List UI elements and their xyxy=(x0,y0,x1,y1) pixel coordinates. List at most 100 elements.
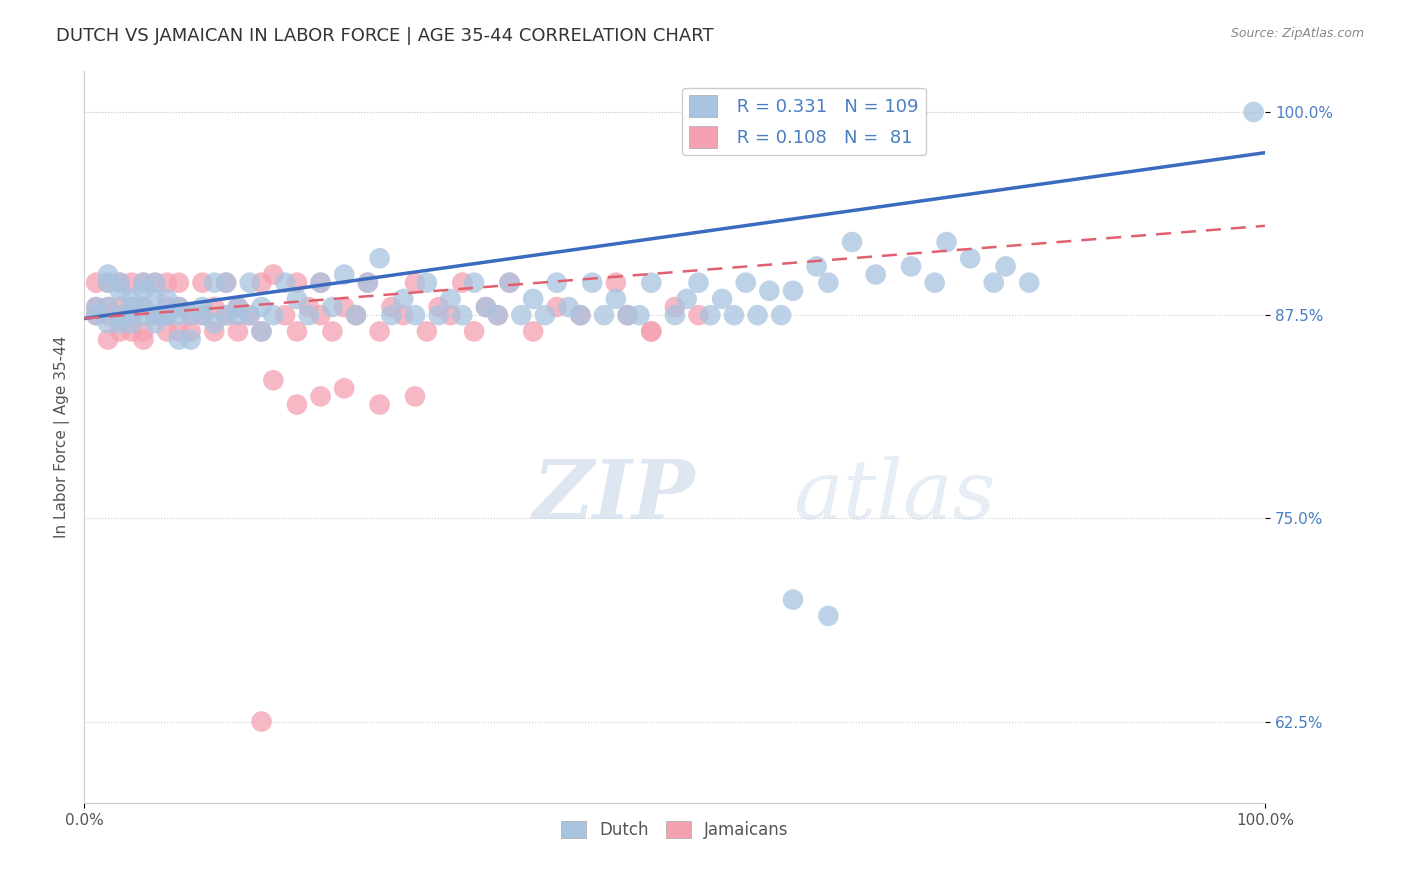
Point xyxy=(156,308,179,322)
Point xyxy=(994,260,1017,274)
Point xyxy=(333,268,356,282)
Point xyxy=(97,268,120,282)
Point xyxy=(262,373,284,387)
Point xyxy=(156,308,179,322)
Point xyxy=(239,308,262,322)
Point xyxy=(404,389,426,403)
Point xyxy=(108,308,131,322)
Point xyxy=(132,333,155,347)
Point xyxy=(132,300,155,314)
Point xyxy=(498,276,520,290)
Point xyxy=(404,308,426,322)
Point xyxy=(344,308,367,322)
Point xyxy=(782,284,804,298)
Point xyxy=(581,276,603,290)
Point xyxy=(191,300,214,314)
Point xyxy=(534,308,557,322)
Point xyxy=(475,300,498,314)
Point xyxy=(439,308,461,322)
Point xyxy=(97,300,120,314)
Point xyxy=(569,308,592,322)
Point xyxy=(368,325,391,339)
Point xyxy=(404,276,426,290)
Point xyxy=(616,308,638,322)
Point xyxy=(250,325,273,339)
Point xyxy=(333,300,356,314)
Point xyxy=(357,276,380,290)
Point xyxy=(628,308,651,322)
Point xyxy=(274,308,297,322)
Point xyxy=(191,276,214,290)
Point xyxy=(167,308,190,322)
Point xyxy=(156,325,179,339)
Point xyxy=(97,333,120,347)
Point xyxy=(156,308,179,322)
Point xyxy=(510,308,533,322)
Point xyxy=(298,300,321,314)
Point xyxy=(250,325,273,339)
Point xyxy=(285,325,308,339)
Point xyxy=(285,276,308,290)
Point xyxy=(226,308,249,322)
Point xyxy=(640,276,662,290)
Point xyxy=(226,300,249,314)
Point xyxy=(451,308,474,322)
Point xyxy=(675,292,697,306)
Point xyxy=(368,398,391,412)
Point xyxy=(498,276,520,290)
Point xyxy=(84,300,107,314)
Point xyxy=(569,308,592,322)
Point xyxy=(309,276,332,290)
Point xyxy=(202,325,225,339)
Point xyxy=(298,308,321,322)
Point xyxy=(121,276,143,290)
Point xyxy=(688,308,710,322)
Text: DUTCH VS JAMAICAN IN LABOR FORCE | AGE 35-44 CORRELATION CHART: DUTCH VS JAMAICAN IN LABOR FORCE | AGE 3… xyxy=(56,27,714,45)
Point xyxy=(439,292,461,306)
Point xyxy=(121,308,143,322)
Point xyxy=(108,300,131,314)
Point xyxy=(191,308,214,322)
Point xyxy=(143,308,166,322)
Text: ZIP: ZIP xyxy=(533,456,696,535)
Point xyxy=(202,276,225,290)
Point xyxy=(321,325,343,339)
Point xyxy=(392,292,415,306)
Point xyxy=(121,308,143,322)
Point xyxy=(711,292,734,306)
Point xyxy=(97,300,120,314)
Point xyxy=(427,308,450,322)
Point xyxy=(132,300,155,314)
Point xyxy=(416,276,439,290)
Point xyxy=(321,300,343,314)
Point xyxy=(108,276,131,290)
Point xyxy=(380,308,402,322)
Point xyxy=(344,308,367,322)
Point xyxy=(215,276,238,290)
Point xyxy=(640,325,662,339)
Point xyxy=(664,308,686,322)
Point xyxy=(108,284,131,298)
Point xyxy=(900,260,922,274)
Point xyxy=(202,316,225,330)
Point xyxy=(664,300,686,314)
Point xyxy=(451,276,474,290)
Point xyxy=(143,292,166,306)
Point xyxy=(699,308,721,322)
Point xyxy=(1243,105,1265,120)
Point xyxy=(108,316,131,330)
Point xyxy=(121,300,143,314)
Point xyxy=(84,308,107,322)
Point xyxy=(593,308,616,322)
Point xyxy=(202,300,225,314)
Point xyxy=(817,276,839,290)
Point xyxy=(180,308,202,322)
Point xyxy=(180,325,202,339)
Point xyxy=(935,235,957,249)
Point xyxy=(156,276,179,290)
Point xyxy=(215,276,238,290)
Point xyxy=(250,300,273,314)
Point xyxy=(215,308,238,322)
Text: Source: ZipAtlas.com: Source: ZipAtlas.com xyxy=(1230,27,1364,40)
Point xyxy=(167,333,190,347)
